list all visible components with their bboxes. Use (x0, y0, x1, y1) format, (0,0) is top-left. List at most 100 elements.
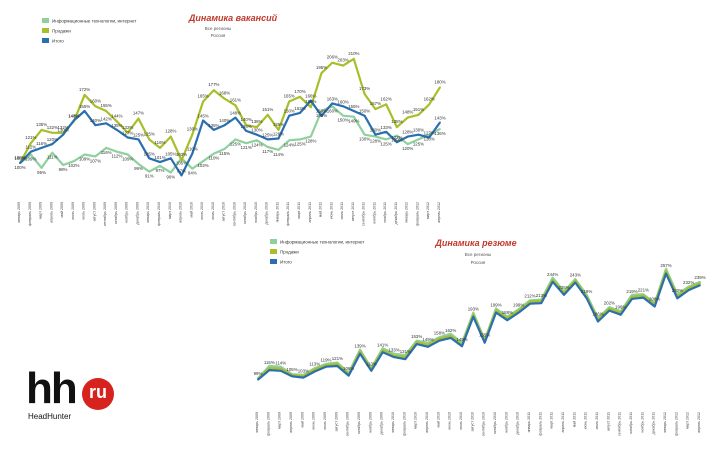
data-point-total (665, 272, 667, 275)
data-label-sales: 160% (90, 98, 101, 103)
data-label-it: 130% (424, 137, 435, 142)
data-point-total (234, 116, 237, 119)
data-label-sales: 221% (638, 288, 649, 293)
data-point-sales (94, 105, 97, 108)
x-tick-label: сентябрь 2009 (346, 412, 350, 436)
data-point-it (62, 164, 64, 166)
data-point-total (359, 352, 361, 355)
data-point-total (148, 157, 151, 160)
data-label-sales: 196% (615, 305, 626, 310)
data-label-sales: 225% (558, 285, 569, 290)
data-point-total (619, 313, 622, 316)
data-point-it (288, 139, 291, 142)
data-label-total: 130% (57, 128, 68, 133)
data-label-sales: 132% (47, 125, 58, 130)
data-label-it: 155% (316, 113, 327, 118)
data-label-it: 99% (134, 166, 143, 171)
data-point-total (83, 110, 86, 112)
data-label-sales: 135% (36, 122, 47, 127)
data-point-sales (180, 159, 183, 162)
data-point-total (393, 356, 395, 359)
data-label-total: 142% (101, 116, 112, 121)
data-point-it (309, 135, 312, 138)
data-label-total: 112% (25, 145, 36, 150)
data-point-sales (352, 58, 355, 60)
x-tick-label: июнь 2011 (329, 202, 333, 219)
data-point-total (180, 174, 183, 177)
data-point-total (299, 111, 301, 114)
data-label-sales: 113% (309, 361, 320, 366)
data-point-it (495, 307, 497, 310)
data-label-sales: 193% (468, 307, 479, 312)
series-line-it (19, 105, 441, 174)
data-label-total: 126% (273, 131, 284, 136)
data-label-total: 125% (262, 132, 273, 137)
data-point-sales (363, 93, 366, 95)
data-point-total (540, 302, 543, 304)
data-label-sales: 172% (79, 87, 90, 92)
x-tick-label: июнь 2009 (71, 202, 75, 220)
data-label-sales: 144% (111, 113, 122, 118)
data-point-sales (29, 142, 32, 145)
data-point-sales (449, 334, 452, 337)
data-point-total (396, 141, 398, 144)
data-point-total (642, 296, 645, 299)
data-point-total (277, 137, 280, 140)
data-point-total (105, 122, 108, 125)
x-tick-label: январь 2011 (275, 202, 279, 222)
data-point-total (302, 376, 305, 379)
data-label-sales: 105% (286, 367, 297, 372)
chart2-plot: январь 2009 февраль 2009 март 2009 апрель 2… (254, 263, 706, 436)
data-point-total (506, 319, 509, 322)
data-point-sales (234, 104, 237, 107)
x-tick-label: май 2009 (60, 202, 64, 217)
data-point-sales (381, 349, 384, 352)
data-label-it: 129% (391, 138, 402, 143)
data-point-it (393, 352, 395, 355)
x-tick-label: август 2010 (470, 412, 474, 431)
data-point-sales (665, 269, 667, 272)
data-point-it (72, 160, 75, 163)
data-label-sales: 199% (513, 303, 524, 308)
data-point-it (665, 267, 667, 270)
data-point-it (234, 138, 237, 141)
data-label-sales: 119% (321, 357, 332, 362)
x-tick-label: март 2012 (686, 412, 690, 429)
data-label-sales: 219% (581, 289, 592, 294)
data-point-it (396, 134, 398, 137)
data-point-it (245, 142, 248, 145)
data-label-it: 100% (14, 165, 25, 170)
data-point-it (51, 151, 54, 154)
logo-mark: hh (26, 364, 78, 413)
data-point-it (342, 114, 344, 117)
x-tick-label: июль 2009 (82, 202, 86, 220)
data-point-it (374, 135, 377, 138)
data-point-total (62, 133, 64, 136)
chart2-subtitle: Все регионы (465, 252, 491, 257)
data-point-sales (202, 100, 204, 103)
data-point-sales (396, 126, 398, 128)
data-label-sales: 115% (264, 360, 275, 365)
data-label-sales: 151% (413, 107, 424, 112)
data-point-it (406, 143, 409, 146)
data-label-sales: 199% (490, 303, 501, 308)
data-point-total (404, 358, 407, 361)
x-tick-label: май 2009 (300, 412, 304, 427)
data-label-it: 149% (348, 119, 359, 124)
data-label-it: 90% (166, 175, 175, 180)
data-point-total (169, 157, 172, 160)
data-point-it (191, 167, 194, 170)
data-point-it (94, 155, 97, 158)
x-tick-label: май 2011 (319, 202, 323, 217)
data-point-total (438, 339, 441, 342)
data-label-sales: 243% (570, 272, 581, 277)
data-label-sales: 103% (176, 152, 187, 157)
data-point-sales (529, 300, 531, 303)
data-point-it (417, 138, 420, 141)
x-tick-label: июль 2011 (340, 202, 344, 219)
x-tick-label: январь 2010 (146, 202, 150, 223)
data-label-sales: 170% (294, 89, 305, 94)
chart1-subtitle: Все регионы (205, 26, 231, 31)
data-label-it: 125% (413, 141, 424, 146)
data-label-total: 135% (208, 123, 219, 128)
